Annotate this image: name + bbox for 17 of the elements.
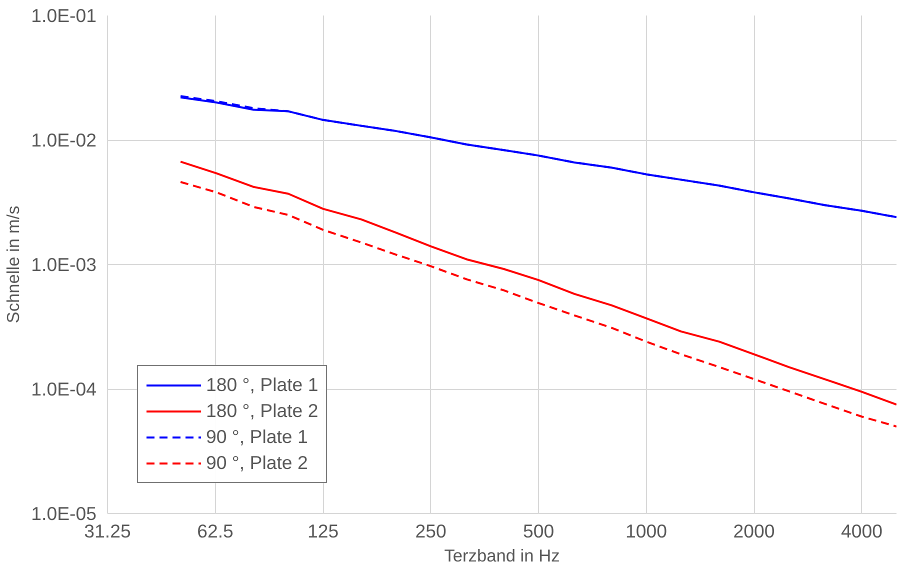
y-axis-title: Schnelle in m/s [3, 205, 24, 324]
x-tick-label: 500 [522, 520, 554, 542]
y-tick-label: 1.0E-01 [31, 5, 96, 26]
x-tick-label: 62.5 [197, 520, 234, 542]
x-tick-label: 1000 [626, 520, 668, 542]
x-tick-label: 250 [415, 520, 446, 542]
y-tick-label: 1.0E-02 [31, 130, 96, 150]
y-tick-label: 1.0E-04 [31, 378, 96, 400]
legend-label: 90 °, Plate 1 [206, 426, 308, 448]
x-tick-label: 2000 [733, 520, 775, 542]
x-axis-title: Terzband in Hz [444, 546, 560, 566]
legend-label: 90 °, Plate 2 [206, 452, 308, 474]
legend-label: 180 °, Plate 1 [206, 374, 318, 396]
y-tick-label: 1.0E-03 [31, 254, 96, 275]
legend-label: 180 °, Plate 2 [206, 400, 318, 422]
x-tick-label: 125 [307, 520, 339, 542]
x-tick-label: 4000 [841, 520, 883, 542]
